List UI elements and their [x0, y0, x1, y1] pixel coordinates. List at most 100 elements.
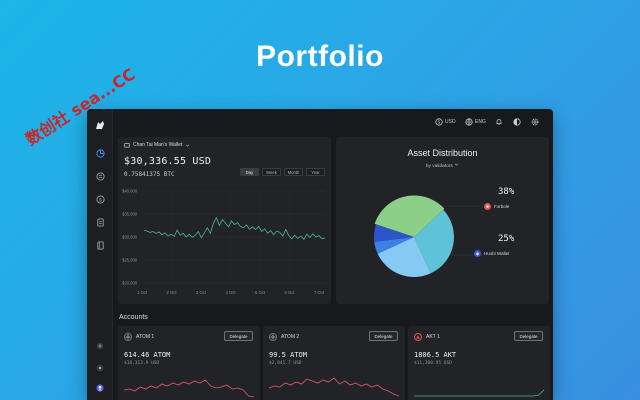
range-day-button[interactable]: Day: [240, 168, 259, 176]
transfer-icon: [95, 171, 105, 181]
pie-chart-icon: [95, 148, 105, 158]
x-tick-label: 5 Oct: [255, 290, 266, 295]
sparkline-path: [268, 377, 400, 397]
validator-percent: 38%: [498, 187, 515, 197]
sparkline-path: [123, 379, 255, 398]
theme-button[interactable]: [513, 117, 521, 127]
pie-slice: [373, 224, 414, 242]
account-amount: 614.46 ATOM: [124, 351, 171, 359]
user-avatar-icon: [96, 384, 104, 392]
sidebar-item-address-book[interactable]: [94, 239, 106, 251]
balance-usd: $30,336.55 USD: [124, 156, 212, 167]
wallet-name: Chan Tai Man's Wallet: [133, 142, 183, 148]
globe-icon: [465, 118, 473, 126]
sidebar-item-add[interactable]: [94, 340, 106, 352]
wallet-icon: [124, 143, 130, 148]
delegate-button[interactable]: Delegate: [224, 331, 253, 341]
pie-slice: [377, 237, 431, 278]
y-tick-label: $30,000: [122, 235, 138, 240]
network-icon: [96, 364, 104, 372]
language-selector[interactable]: ENG: [465, 117, 486, 127]
sidebar-item-staking[interactable]: $: [94, 193, 106, 205]
wallet-selector[interactable]: Chan Tai Man's Wallet: [124, 142, 190, 148]
balance-card: Chan Tai Man's Wallet $30,336.55 USD 0.7…: [118, 137, 331, 304]
sidebar-item-transfer[interactable]: [94, 170, 106, 182]
account-sparkline: [268, 377, 400, 397]
delegate-button[interactable]: Delegate: [369, 331, 398, 341]
currency-selector[interactable]: $ USD: [435, 117, 456, 127]
x-tick-label: 7 Oct: [314, 290, 325, 295]
balance-line-chart: $40,000 $35,000 $30,000 $25,000 $20,000 1 Oct…: [122, 189, 326, 295]
y-tick-label: $35,000: [122, 212, 138, 217]
distribution-pie-chart: [373, 195, 484, 278]
balance-btc: 0.75841375 BTC: [124, 171, 175, 178]
pie-slice: [414, 209, 455, 274]
distribution-card: Asset Distribution by validators 38% ✱ F…: [336, 137, 549, 304]
currency-label: USD: [445, 119, 456, 125]
validator-filter-label: by validators: [425, 164, 453, 169]
logo-icon: [94, 118, 106, 130]
delegate-button[interactable]: Delegate: [514, 331, 543, 341]
accounts-heading: Accounts: [119, 314, 148, 321]
svg-text:$: $: [98, 197, 101, 203]
y-tick-label: $25,000: [122, 258, 138, 263]
x-tick-label: 6 Oct: [284, 290, 295, 295]
topbar: $ USD ENG: [113, 109, 553, 135]
atom-token-icon: [269, 333, 277, 341]
dollar-icon: $: [435, 118, 443, 126]
page-title: Portfolio: [256, 40, 384, 73]
x-tick-label: 4 Oct: [225, 290, 236, 295]
account-amount: 99.5 ATOM: [269, 351, 307, 359]
pie-slice: [374, 237, 414, 254]
atom-token-icon: [124, 333, 132, 341]
sparkline-path: [414, 389, 545, 397]
validator-filter[interactable]: by validators: [336, 162, 549, 169]
validator-name: Huobi Wallet: [484, 251, 510, 256]
account-card[interactable]: ATOM 1 Delegate 614.46 ATOM $18,313.9 US…: [118, 326, 260, 400]
plus-icon: [96, 342, 104, 350]
app-window: $ $ USD ENG: [87, 109, 553, 400]
pie-slice: [374, 195, 445, 237]
balance-series-line: [143, 216, 326, 240]
sidebar-item-portfolio[interactable]: [94, 147, 106, 159]
range-week-button[interactable]: Week: [262, 168, 281, 176]
x-tick-label: 3 Oct: [196, 290, 207, 295]
range-month-button[interactable]: Month: [284, 168, 303, 176]
account-usd-value: $2,841.7 USD: [269, 361, 302, 366]
notifications-button[interactable]: [495, 117, 503, 127]
account-amount: 1806.5 AKT: [414, 351, 457, 359]
validator-name: Forbole: [494, 204, 510, 209]
account-card[interactable]: ATOM 2 Delegate 99.5 ATOM $2,841.7 USD: [263, 326, 405, 400]
sidebar-item-documents[interactable]: [94, 216, 106, 228]
dollar-icon: $: [95, 194, 105, 204]
validator-huobi-wallet[interactable]: ◆ Huobi Wallet: [474, 250, 509, 257]
account-usd-value: $11,300.95 USD: [414, 361, 452, 366]
book-icon: [96, 240, 104, 250]
chevron-down-icon: [454, 163, 459, 166]
y-tick-label: $20,000: [122, 281, 138, 286]
account-sparkline: [123, 379, 255, 398]
akash-token-icon: [414, 333, 422, 341]
bell-icon: [496, 119, 502, 125]
validator-forbole[interactable]: ✱ Forbole: [484, 203, 509, 210]
chevron-down-icon: [186, 144, 190, 147]
range-year-button[interactable]: Year: [306, 168, 325, 176]
account-usd-value: $18,313.9 USD: [124, 361, 160, 366]
account-card[interactable]: AKT 1 Delegate 1806.5 AKT $11,300.95 USD: [408, 326, 550, 400]
huobi-logo-icon: ◆: [474, 250, 481, 257]
x-tick-label: 2 Oct: [166, 290, 177, 295]
range-tabs: Day Week Month Year: [240, 168, 325, 176]
theme-icon: [513, 118, 521, 126]
svg-text:$: $: [438, 120, 441, 126]
language-label: ENG: [475, 119, 486, 125]
account-sparkline: [414, 389, 545, 397]
document-icon: [96, 217, 104, 227]
x-tick-label: 1 Oct: [137, 290, 148, 295]
sidebar-item-network[interactable]: [94, 362, 106, 374]
validator-percent: 25%: [498, 234, 515, 244]
sidebar-item-account[interactable]: [94, 382, 106, 394]
account-name: ATOM 1: [136, 334, 155, 340]
settings-button[interactable]: [531, 117, 539, 127]
forbole-logo-icon: ✱: [484, 203, 491, 210]
distribution-title: Asset Distribution: [407, 148, 478, 158]
